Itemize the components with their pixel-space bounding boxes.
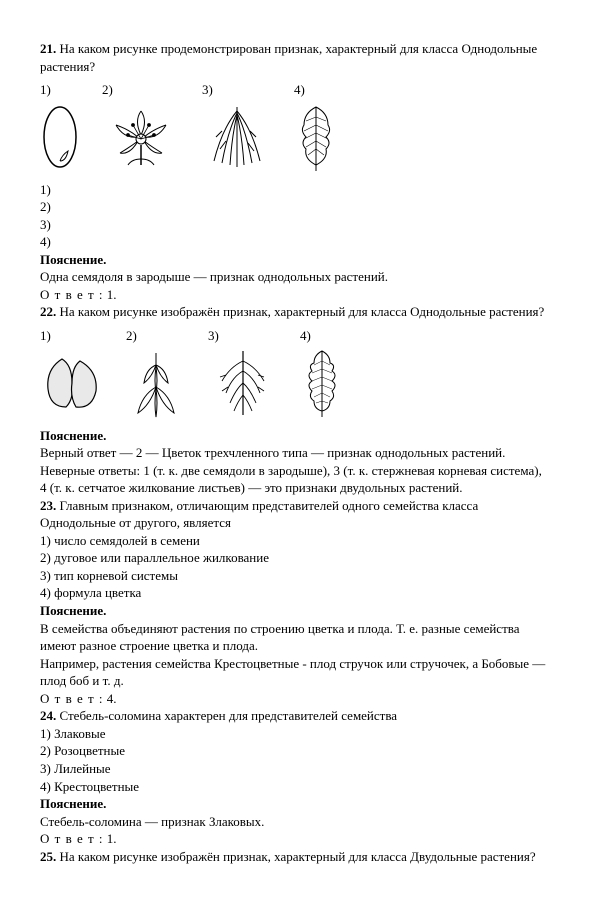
q22-fig2: 2) [126, 327, 186, 419]
q22-number: 22. [40, 304, 56, 319]
q21-fig4-label: 4) [294, 81, 305, 99]
q22-fig1: 1) [40, 327, 104, 419]
answer-value: 1. [107, 287, 117, 302]
double-seed-icon [40, 347, 104, 419]
q22-fig1-label: 1) [40, 327, 51, 345]
q22-fig3: 3) [208, 327, 278, 419]
netveined-leaf-icon [294, 101, 338, 173]
q25-prompt: 25. На каком рисунке изображён признак, … [40, 848, 547, 866]
q23-number: 23. [40, 498, 56, 513]
q21-opt4: 4) [40, 233, 547, 251]
q22-expl-head: Пояснение. [40, 427, 547, 445]
q23-opt3: 3) тип корневой системы [40, 567, 547, 585]
q21-fig3: 3) [202, 81, 272, 173]
q21-fig2-label: 2) [102, 81, 113, 99]
oak-leaf-icon [300, 347, 344, 419]
q21-number: 21. [40, 41, 56, 56]
answer-label: О т в е т : [40, 691, 104, 706]
q21-expl: Одна семядоля в зародыше — признак однод… [40, 268, 547, 286]
q23-prompt: 23. Главным признаком, отличающим предст… [40, 497, 547, 532]
q24-opt1: 1) Злаковые [40, 725, 547, 743]
q23-answer: О т в е т : 4. [40, 690, 547, 708]
q24-opt4: 4) Крестоцветные [40, 778, 547, 796]
q22-expl2: Неверные ответы: 1 (т. к. две семядоли в… [40, 462, 547, 497]
q23-opt4: 4) формула цветка [40, 584, 547, 602]
q21-fig3-label: 3) [202, 81, 213, 99]
q23-opt1: 1) число семядолей в семени [40, 532, 547, 550]
q24-opt2: 2) Розоцветные [40, 742, 547, 760]
q23-text: Главным признаком, отличающим представит… [40, 498, 478, 531]
q21-opt1: 1) [40, 181, 547, 199]
q21-fig2: 2) [102, 81, 180, 173]
q22-fig4-label: 4) [300, 327, 311, 345]
q24-expl-head: Пояснение. [40, 795, 547, 813]
q23-expl1: В семейства объединяют растения по строе… [40, 620, 547, 655]
q21-opt3: 3) [40, 216, 547, 234]
q24-prompt: 24. Стебель-соломина характерен для пред… [40, 707, 547, 725]
q22-fig2-label: 2) [126, 327, 137, 345]
q25-number: 25. [40, 849, 56, 864]
q22-fig4: 4) [300, 327, 344, 419]
fibrous-root-icon [202, 101, 272, 173]
seed-single-icon [40, 101, 80, 173]
q21-prompt: 21. На каком рисунке продемонстрирован п… [40, 40, 547, 75]
q21-text: На каком рисунке продемонстрирован призн… [40, 41, 537, 74]
q22-expl1: Верный ответ — 2 — Цветок трехчленного т… [40, 444, 547, 462]
q21-fig4: 4) [294, 81, 338, 173]
q21-expl-head: Пояснение. [40, 251, 547, 269]
q22-figures: 1) 2) [40, 327, 547, 419]
answer-value: 1. [107, 831, 117, 846]
flower-icon [102, 101, 180, 173]
q24-text: Стебель-соломина характерен для представ… [60, 708, 398, 723]
answer-label: О т в е т : [40, 287, 104, 302]
answer-value: 4. [107, 691, 117, 706]
q24-expl: Стебель-соломина — признак Злаковых. [40, 813, 547, 831]
taproot-icon [208, 347, 278, 419]
q23-opt2: 2) дуговое или параллельное жилкование [40, 549, 547, 567]
q21-opt2: 2) [40, 198, 547, 216]
answer-label: О т в е т : [40, 831, 104, 846]
q21-answer: О т в е т : 1. [40, 286, 547, 304]
q24-answer: О т в е т : 1. [40, 830, 547, 848]
q22-text: На каком рисунке изображён признак, хара… [60, 304, 545, 319]
trimerous-flower-icon [126, 347, 186, 419]
q21-fig1-label: 1) [40, 81, 51, 99]
q23-expl2: Например, растения семейства Крестоцветн… [40, 655, 547, 690]
q22-prompt: 22. На каком рисунке изображён признак, … [40, 303, 547, 321]
q25-text: На каком рисунке изображён признак, хара… [60, 849, 536, 864]
q24-opt3: 3) Лилейные [40, 760, 547, 778]
q24-number: 24. [40, 708, 56, 723]
q21-figures: 1) 2) [40, 81, 547, 173]
q22-fig3-label: 3) [208, 327, 219, 345]
q23-expl-head: Пояснение. [40, 602, 547, 620]
q21-fig1: 1) [40, 81, 80, 173]
